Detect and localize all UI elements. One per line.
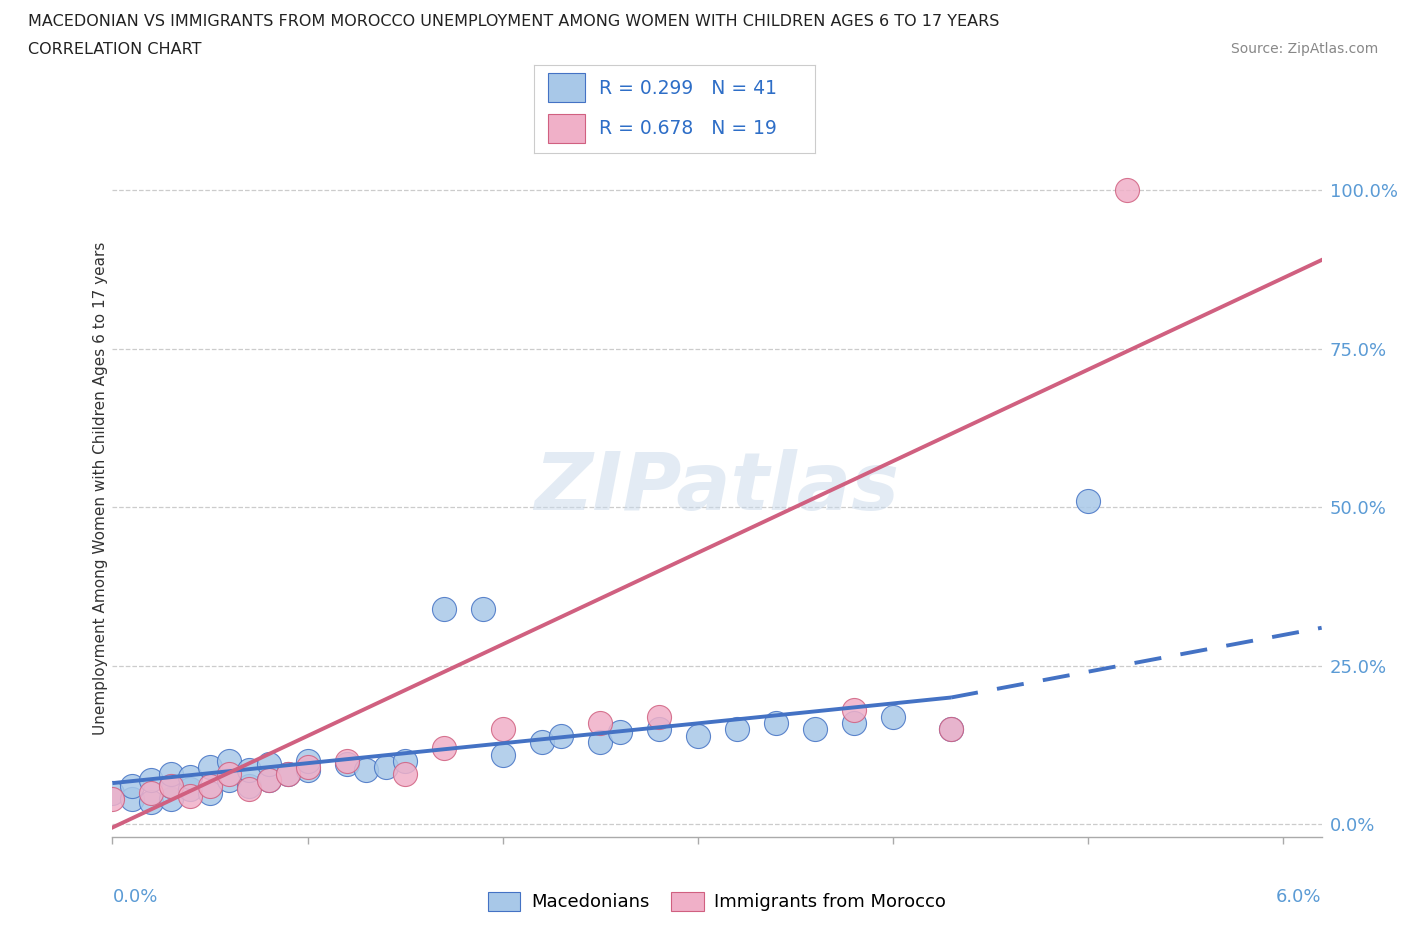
Point [1077, 494, 1099, 509]
Point [179, 789, 201, 804]
Point [354, 763, 377, 777]
Point [882, 709, 904, 724]
Text: CORRELATION CHART: CORRELATION CHART [28, 42, 201, 57]
Point [160, 778, 183, 793]
Point [725, 722, 748, 737]
Point [609, 725, 631, 740]
Point [179, 782, 201, 797]
Point [803, 722, 825, 737]
Point [198, 760, 221, 775]
Point [277, 766, 299, 781]
Point [433, 741, 456, 756]
Point [198, 778, 221, 793]
Point [335, 753, 357, 768]
Legend: Macedonians, Immigrants from Morocco: Macedonians, Immigrants from Morocco [481, 884, 953, 919]
Point [238, 782, 260, 797]
Point [647, 722, 669, 737]
Point [257, 773, 280, 788]
Point [160, 766, 183, 781]
FancyBboxPatch shape [548, 73, 585, 102]
Point [297, 760, 319, 775]
Point [491, 747, 513, 762]
Point [374, 760, 396, 775]
Point [297, 753, 319, 768]
Point [939, 722, 962, 737]
Point [530, 735, 553, 750]
Point [238, 778, 260, 793]
Text: MACEDONIAN VS IMMIGRANTS FROM MOROCCO UNEMPLOYMENT AMONG WOMEN WITH CHILDREN AGE: MACEDONIAN VS IMMIGRANTS FROM MOROCCO UN… [28, 14, 1000, 29]
Point [101, 785, 124, 800]
Y-axis label: Unemployment Among Women with Children Ages 6 to 17 years: Unemployment Among Women with Children A… [93, 242, 108, 735]
Point [160, 778, 183, 793]
Point [589, 735, 612, 750]
FancyBboxPatch shape [548, 113, 585, 143]
Point [297, 763, 319, 777]
Point [218, 773, 240, 788]
Point [394, 753, 416, 768]
Point [491, 722, 513, 737]
Point [141, 794, 163, 809]
Text: R = 0.678   N = 19: R = 0.678 N = 19 [599, 119, 778, 139]
Point [939, 722, 962, 737]
Point [472, 602, 495, 617]
Point [257, 757, 280, 772]
Point [141, 785, 163, 800]
Point [160, 791, 183, 806]
Point [686, 728, 709, 743]
Point [550, 728, 572, 743]
Point [394, 766, 416, 781]
Point [238, 763, 260, 777]
Point [121, 778, 143, 793]
Point [121, 791, 143, 806]
Text: 6.0%: 6.0% [1277, 888, 1322, 906]
Point [198, 785, 221, 800]
Point [1115, 183, 1137, 198]
Text: ZIPatlas: ZIPatlas [534, 449, 900, 527]
Point [433, 602, 456, 617]
Text: 0.0%: 0.0% [112, 888, 157, 906]
Point [335, 757, 357, 772]
Point [179, 769, 201, 784]
Text: Source: ZipAtlas.com: Source: ZipAtlas.com [1230, 42, 1378, 56]
Point [277, 766, 299, 781]
Point [765, 715, 787, 730]
Point [589, 715, 612, 730]
Point [101, 791, 124, 806]
Point [842, 715, 865, 730]
Point [842, 703, 865, 718]
Point [647, 709, 669, 724]
Point [257, 773, 280, 788]
Point [141, 773, 163, 788]
Point [218, 753, 240, 768]
Point [218, 766, 240, 781]
Text: R = 0.299   N = 41: R = 0.299 N = 41 [599, 78, 778, 98]
